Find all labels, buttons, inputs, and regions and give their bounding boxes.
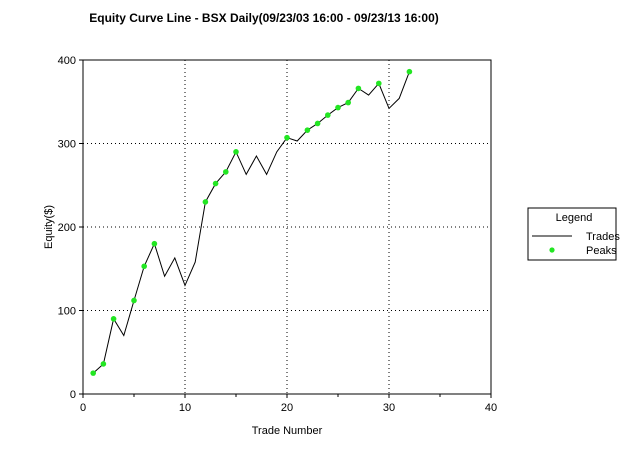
peak-point <box>335 104 341 111</box>
y-axis-ticks: 0 100 200 300 400 <box>58 55 83 401</box>
x-tick-label: 30 <box>383 402 395 414</box>
x-tick-label: 0 <box>80 402 86 414</box>
peak-point <box>90 370 96 376</box>
trades-line <box>92 71 410 374</box>
y-axis-label: Equity($) <box>43 205 55 249</box>
y-tick-label: 400 <box>58 55 76 67</box>
x-axis-label: Trade Number <box>252 425 323 437</box>
x-tick-label: 10 <box>179 402 191 414</box>
peak-point <box>110 316 117 322</box>
legend-title: Legend <box>556 212 593 224</box>
peak-point <box>202 199 209 205</box>
peak-point <box>151 240 158 247</box>
legend: Legend Trades Peaks <box>527 207 620 261</box>
peak-point <box>141 263 147 270</box>
y-tick-label: 100 <box>58 306 76 318</box>
grid-lines <box>83 60 491 394</box>
x-tick-label: 40 <box>485 402 497 414</box>
legend-peaks-swatch <box>549 247 555 253</box>
chart-title: Equity Curve Line - BSX Daily(09/23/03 1… <box>89 11 439 25</box>
peak-point <box>212 180 219 187</box>
peak-point <box>131 297 137 304</box>
peak-point <box>406 68 413 75</box>
peak-point <box>376 80 382 87</box>
x-tick-label: 20 <box>281 402 293 414</box>
peak-point <box>304 127 311 133</box>
peak-point <box>325 112 331 118</box>
y-tick-label: 300 <box>58 139 76 151</box>
y-tick-label: 200 <box>58 222 76 234</box>
y-tick-label: 0 <box>70 389 76 401</box>
peak-point <box>223 169 229 175</box>
peak-point <box>345 99 352 106</box>
legend-trades-label: Trades <box>586 231 620 243</box>
series-layer <box>90 68 413 376</box>
x-axis-ticks: 0 10 20 30 40 <box>80 394 497 414</box>
peak-point <box>314 120 321 127</box>
peak-point <box>284 134 290 141</box>
peak-point <box>355 85 362 92</box>
peak-point <box>233 149 239 155</box>
legend-box <box>527 207 617 261</box>
legend-peaks-label: Peaks <box>586 245 617 257</box>
peak-point <box>100 361 107 367</box>
